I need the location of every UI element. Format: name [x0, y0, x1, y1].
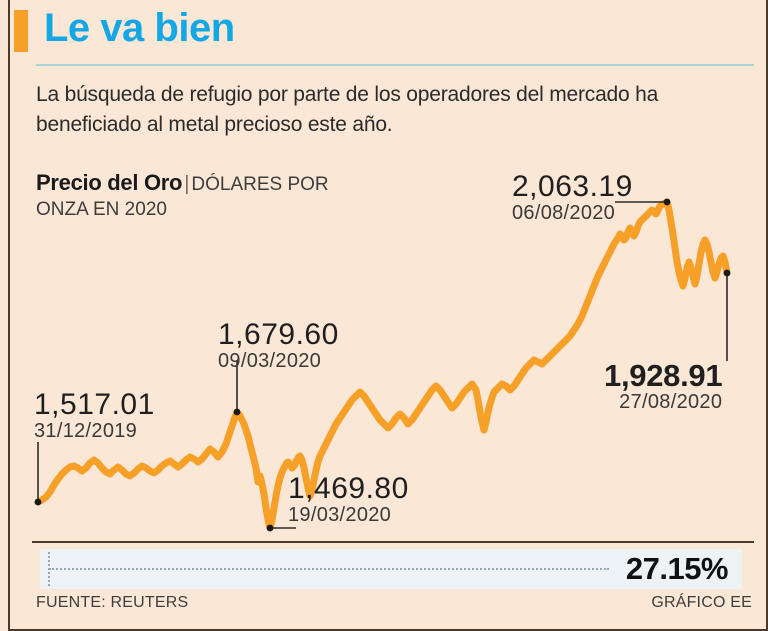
- footer-performance-bar: 27.15%: [40, 549, 742, 589]
- chart-subtitle: ONZA EN 2020: [36, 199, 167, 220]
- annotation-label-end: 1,928.91 27/08/2020: [604, 358, 723, 414]
- annotation-date-mar-peak: 09/03/2020: [218, 350, 322, 372]
- annotation-date-mar-low: 19/03/2020: [288, 504, 392, 526]
- credit-label: GRÁFICO EE: [651, 594, 752, 611]
- annotation-marker-mar-low: [266, 524, 274, 532]
- annotation-value-end: 1,928.91: [604, 358, 723, 393]
- annotation-date-start: 31/12/2019: [34, 420, 138, 442]
- annotation-label-mar-low: 1,469.80 19/03/2020: [288, 474, 409, 527]
- annotation-marker-mar-peak: [233, 408, 241, 416]
- annotation-value-aug-peak: 2,063.19: [512, 170, 633, 203]
- header-divider: [36, 64, 754, 66]
- card-left-border: [8, 0, 10, 631]
- card-right-border: [766, 0, 768, 631]
- annotation-marker-start: [34, 498, 42, 506]
- accent-bar: [14, 10, 28, 52]
- deck-text: La búsqueda de refugio por parte de los …: [36, 83, 659, 136]
- annotation-value-mar-peak: 1,679.60: [218, 318, 339, 351]
- annotation-value-mar-low: 1,469.80: [288, 472, 409, 505]
- annotation-label-mar-peak: 1,679.60 09/03/2020: [218, 320, 339, 373]
- source-label: FUENTE: REUTERS: [36, 594, 189, 611]
- annotation-marker-end: [723, 269, 731, 277]
- footer-divider: [32, 541, 754, 543]
- chart-title-light: DÓLARES POR: [191, 174, 329, 195]
- chart-title-separator: |: [184, 173, 190, 195]
- chart-title: Precio del Oro | DÓLARES POR: [36, 170, 329, 196]
- card-bottom-border: [8, 629, 768, 631]
- annotation-date-aug-peak: 06/08/2020: [512, 202, 616, 224]
- footer-bar-horizontal-axis: [49, 568, 609, 570]
- annotation-value-start: 1,517.01: [34, 388, 155, 421]
- chart-title-strong: Precio del Oro: [36, 170, 183, 195]
- percent-change-value: 27.15%: [625, 551, 729, 586]
- annotation-marker-aug-peak: [663, 198, 671, 206]
- annotation-date-end: 27/08/2020: [619, 391, 723, 413]
- annotation-label-aug-peak: 2,063.19 06/08/2020: [512, 172, 633, 225]
- annotation-label-start: 1,517.01 31/12/2019: [34, 390, 155, 443]
- page-title: Le va bien: [44, 6, 235, 50]
